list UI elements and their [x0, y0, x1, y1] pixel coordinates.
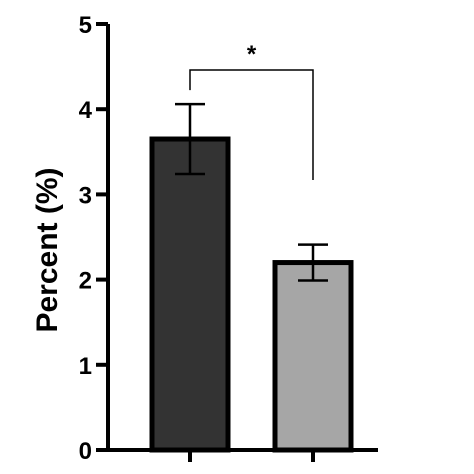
significance-label: *: [247, 41, 257, 68]
y-tick-label-2: 2: [79, 268, 92, 295]
y-tick-label-4: 4: [79, 97, 93, 124]
y-tick-label-5: 5: [79, 12, 92, 39]
y-tick-label-3: 3: [79, 182, 92, 209]
y-tick-label-1: 1: [79, 353, 92, 380]
bar-2: [272, 260, 354, 453]
y-tick-label-0: 0: [79, 438, 92, 465]
bar-1: [149, 136, 231, 453]
significance-bracket: [189, 69, 314, 180]
plot-area: * 0 1 2 3 4 5: [79, 12, 378, 465]
y-axis-title: Percent (%): [31, 167, 64, 332]
